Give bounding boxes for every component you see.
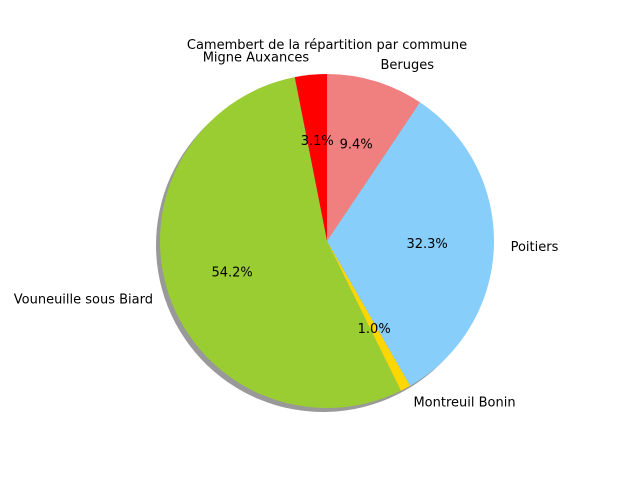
slice-label-poitiers: Poitiers xyxy=(511,240,559,255)
slice-percent-poitiers: 32.3% xyxy=(406,237,447,252)
slice-label-vouneuille-sous-biard: Vouneuille sous Biard xyxy=(14,292,153,307)
pie-slice-beruges xyxy=(327,74,420,241)
pie-labels: Migne Auxances 3.1% Vouneuille sous Biard 5… xyxy=(14,51,559,411)
pie-slice-poitiers xyxy=(327,102,495,386)
pie-slice-vouneuille-sous-biard xyxy=(159,77,401,409)
slice-percent-migne-auxances: 3.1% xyxy=(301,134,334,149)
chart-title: Camembert de la répartition par commune xyxy=(187,38,467,53)
pie-slices xyxy=(159,74,495,409)
slice-percent-vouneuille-sous-biard: 54.2% xyxy=(211,266,252,281)
slice-percent-beruges: 9.4% xyxy=(340,138,373,153)
slice-label-beruges: Beruges xyxy=(380,58,434,73)
slice-percent-montreuil-bonin: 1.0% xyxy=(358,322,391,337)
pie-slice-montreuil-bonin xyxy=(327,241,411,391)
slice-label-migne-auxances: Migne Auxances xyxy=(203,51,310,66)
slice-label-montreuil-bonin: Montreuil Bonin xyxy=(413,396,515,411)
pie-slice-migne-auxances xyxy=(294,74,327,241)
